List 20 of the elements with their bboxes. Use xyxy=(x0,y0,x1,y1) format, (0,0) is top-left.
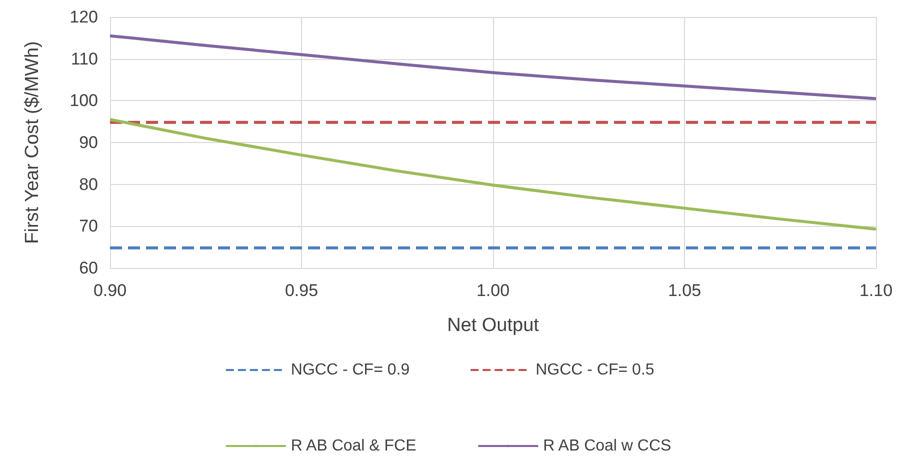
y-tick-label: 100 xyxy=(70,91,98,110)
x-tick-label: 1.05 xyxy=(668,281,702,300)
y-tick-label: 120 xyxy=(70,8,98,26)
x-tick-label: 0.90 xyxy=(93,281,127,300)
y-axis-title: First Year Cost ($/MWh) xyxy=(22,41,43,244)
x-tick-label: 1.00 xyxy=(476,281,510,300)
y-tick-label: 80 xyxy=(79,174,98,194)
x-tick-label: 1.10 xyxy=(859,281,893,300)
line-series xyxy=(108,118,878,231)
line-series xyxy=(108,34,878,100)
legend-label: R AB Coal & FCE xyxy=(290,438,416,454)
y-tick-label: 70 xyxy=(79,216,98,236)
legend-label: NGCC - CF= 0.5 xyxy=(536,362,654,378)
legend-label: R AB Coal w CCS xyxy=(543,438,672,454)
x-tick-label: 0.95 xyxy=(284,281,318,300)
y-tick-label: 110 xyxy=(70,49,98,68)
y-tick-label: 90 xyxy=(79,133,98,152)
y-tick-label: 60 xyxy=(79,258,98,278)
x-axis-title: Net Output xyxy=(447,315,540,336)
legend-label: NGCC - CF= 0.9 xyxy=(290,362,410,378)
